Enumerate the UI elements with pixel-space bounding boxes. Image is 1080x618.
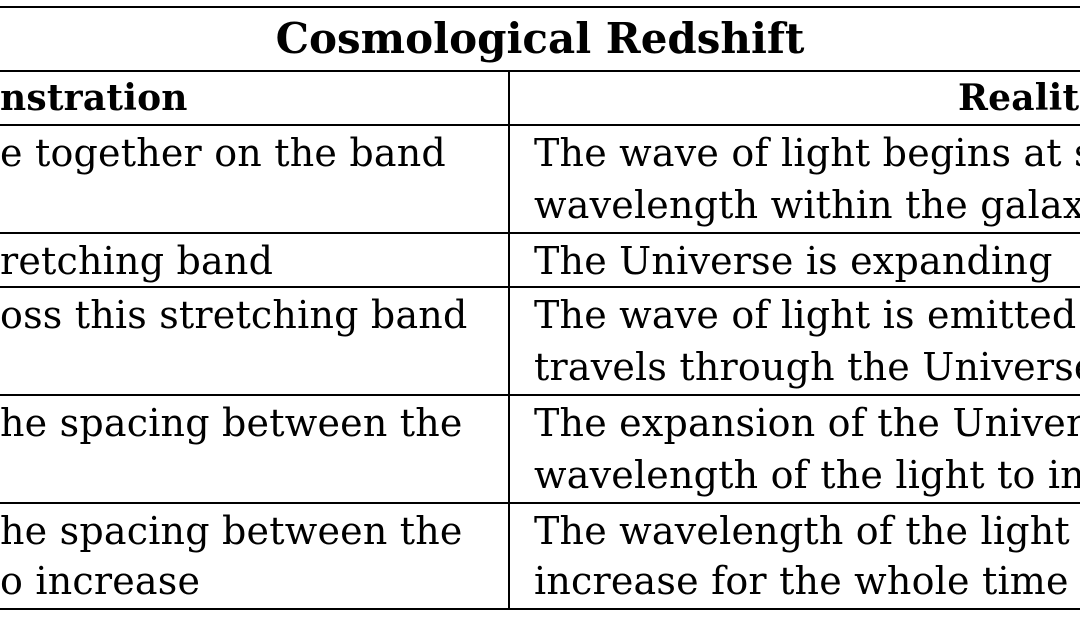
right-column: Realit The wave of light begins at so wa… <box>510 0 1080 618</box>
table-bottom-border <box>0 608 1080 610</box>
right-cell-r5-l2: increase for the whole time i <box>534 559 1080 603</box>
left-column: nstration e together on the band retchin… <box>0 0 508 618</box>
right-cell-r1-l1: The wave of light begins at so <box>534 131 1080 175</box>
right-cell-r4-l1: The expansion of the Univers <box>534 401 1080 445</box>
row-divider-3 <box>0 394 1080 396</box>
left-cell-r1-l1: e together on the band <box>0 131 446 175</box>
table-top-border <box>0 6 1080 8</box>
right-cell-r5-l1: The wavelength of the light w <box>534 509 1080 553</box>
left-cell-r2-l1: retching band <box>0 239 274 283</box>
right-cell-r2-l1: The Universe is expanding <box>534 239 1053 283</box>
table-title: Cosmological Redshift <box>275 14 805 63</box>
header-divider <box>0 124 1080 126</box>
column-divider <box>508 70 510 610</box>
row-divider-4 <box>0 502 1080 504</box>
left-header-text: nstration <box>0 77 188 119</box>
right-cell-r3-l2: travels through the Universe <box>534 345 1080 389</box>
right-cell-r1-l2: wavelength within the galaxy <box>534 183 1080 227</box>
left-cell-r5-l2: o increase <box>0 559 201 603</box>
right-cell-r3-l1: The wave of light is emitted f <box>534 293 1080 337</box>
title-divider <box>0 70 1080 72</box>
left-cell-r4-l1: he spacing between the <box>0 401 463 445</box>
right-header-text: Realit <box>958 77 1080 119</box>
right-cell-r4-l2: wavelength of the light to inc <box>534 453 1080 497</box>
left-cell-r5-l1: he spacing between the <box>0 509 463 553</box>
row-divider-2 <box>0 286 1080 288</box>
left-cell-r3-l1: oss this stretching band <box>0 293 468 337</box>
row-divider-1 <box>0 232 1080 234</box>
